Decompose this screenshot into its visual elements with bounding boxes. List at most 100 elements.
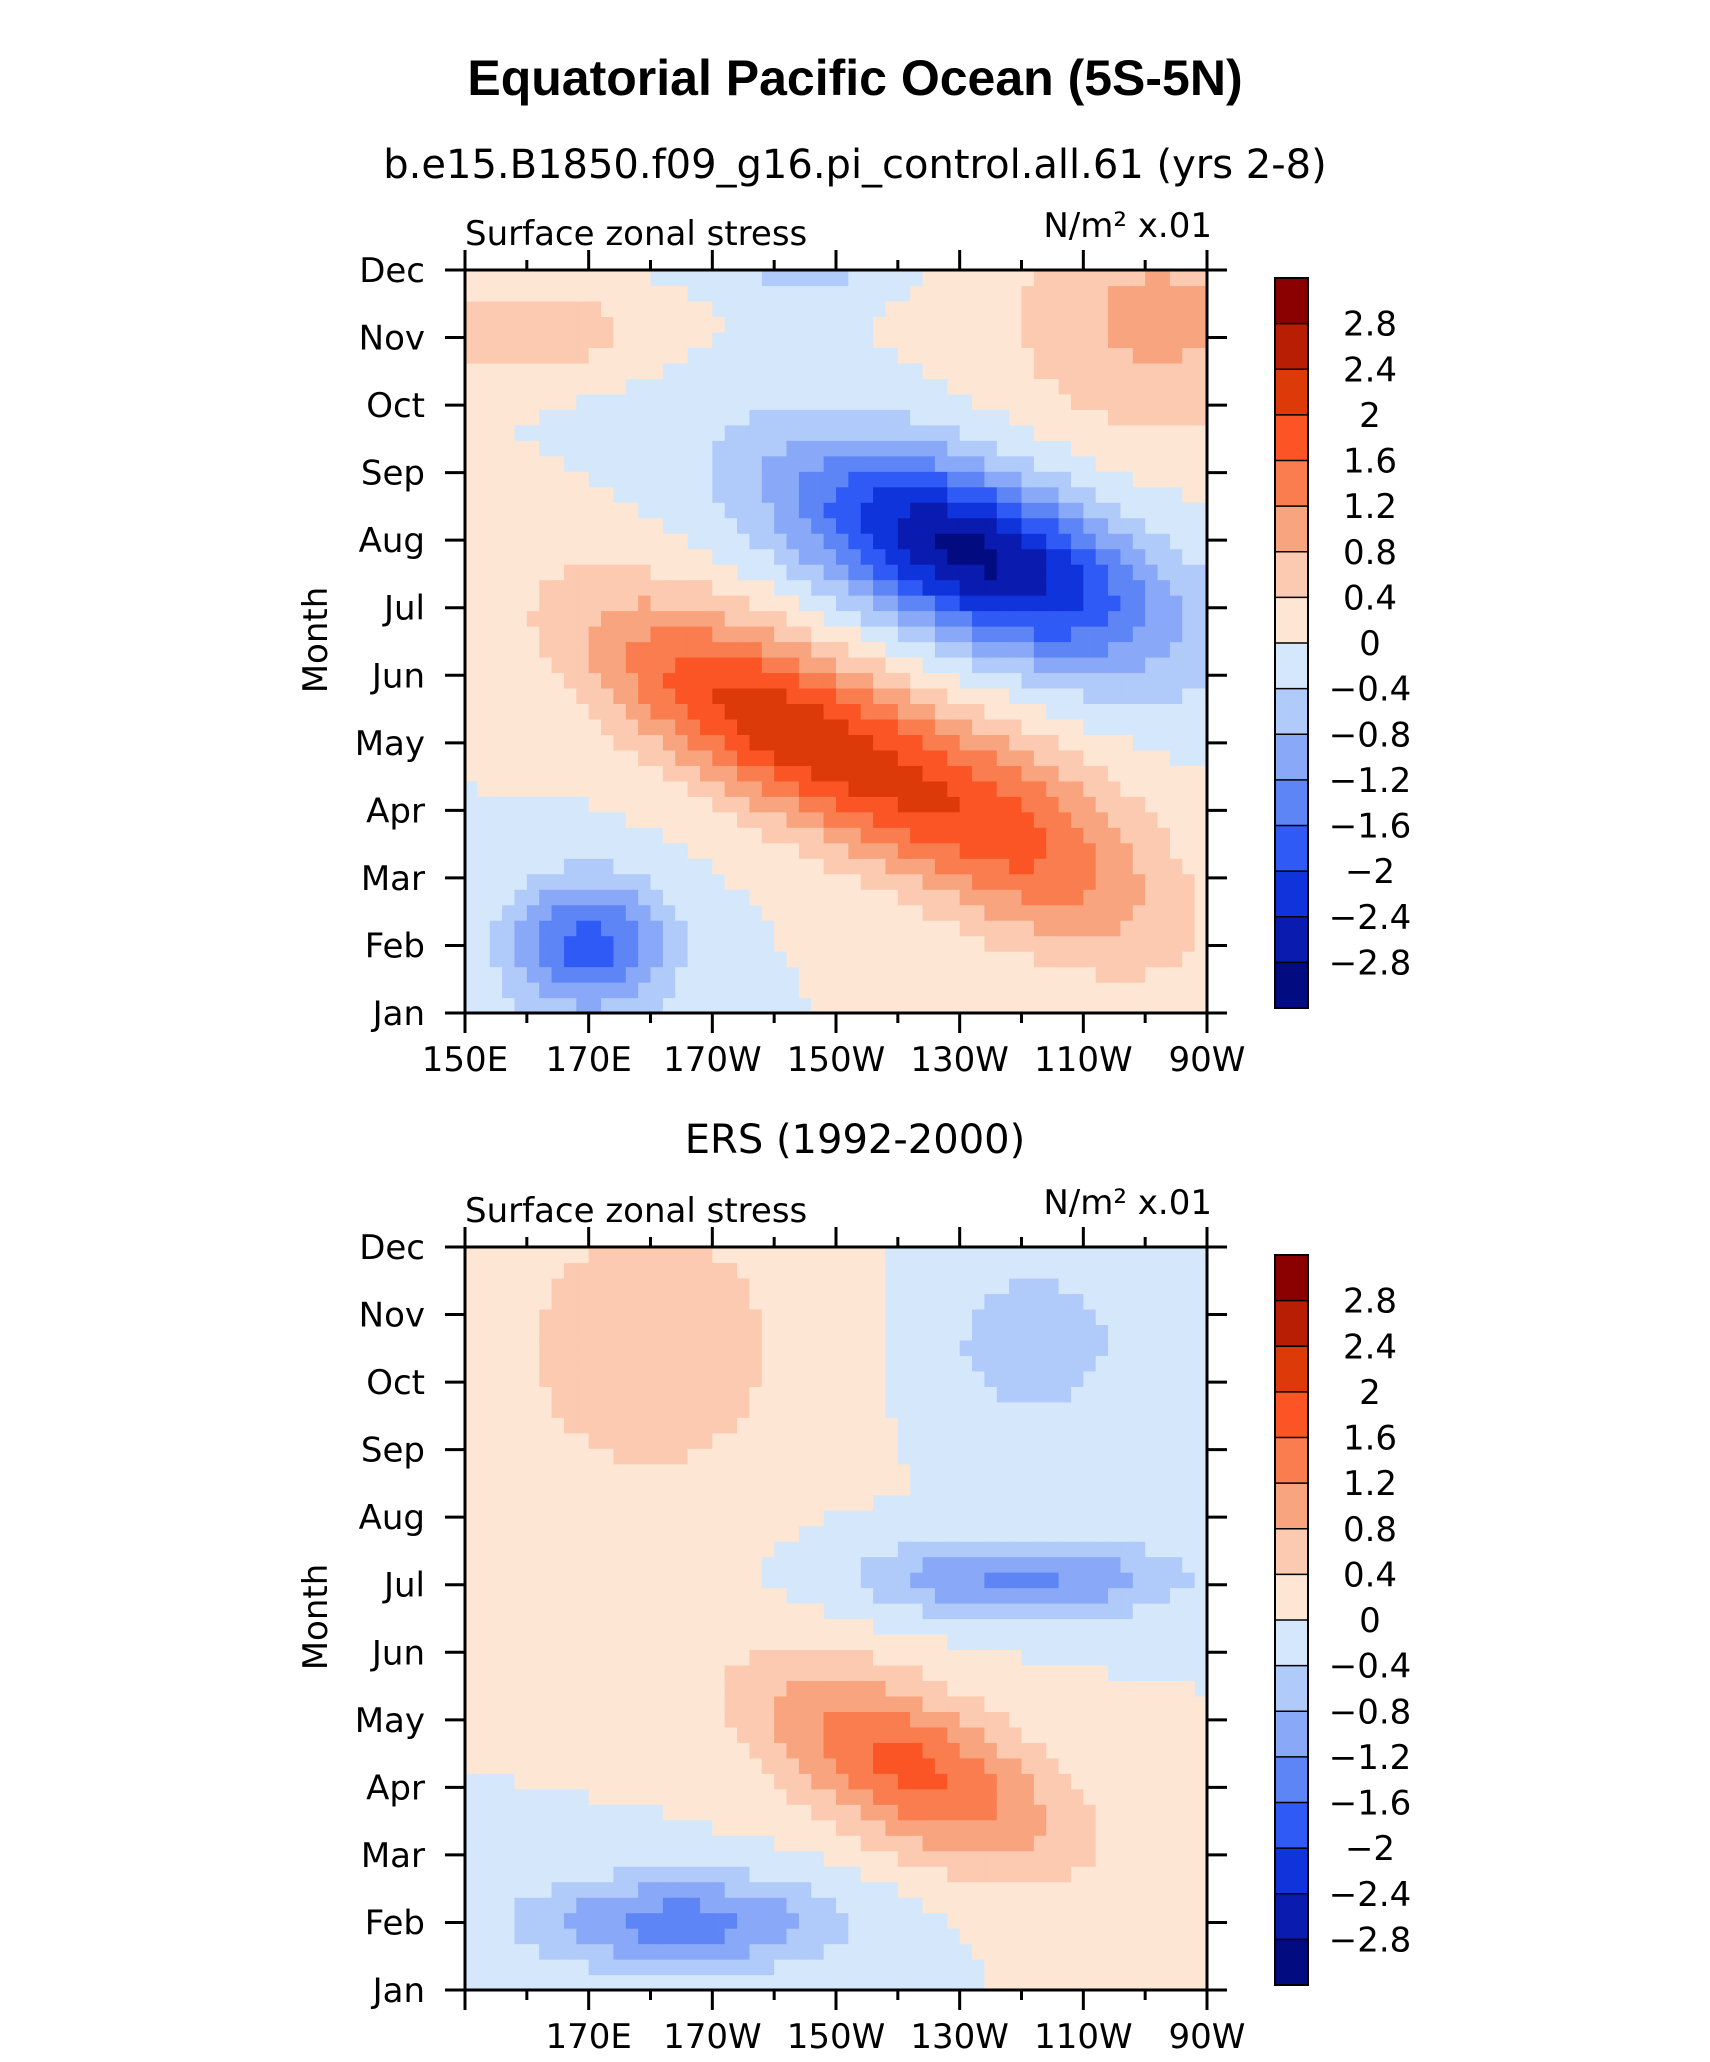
heatmap-cell	[1194, 842, 1208, 859]
heatmap-cell	[848, 548, 862, 565]
heatmap-cell	[786, 1525, 800, 1542]
y-tick-label: Nov	[359, 319, 425, 359]
heatmap-cell	[638, 502, 652, 519]
heatmap-cell	[798, 718, 812, 735]
heatmap-cell	[922, 966, 936, 983]
heatmap-cell	[526, 1726, 540, 1743]
heatmap-cell	[625, 1804, 639, 1821]
heatmap-cell	[798, 1432, 812, 1449]
heatmap-cell	[1194, 687, 1208, 705]
heatmap-cell	[1194, 858, 1208, 875]
heatmap-cell	[761, 1773, 775, 1790]
heatmap-cell	[1046, 270, 1060, 287]
heatmap-cell	[551, 749, 565, 766]
heatmap-cell	[774, 1912, 788, 1929]
heatmap-cell	[811, 1339, 825, 1356]
heatmap-cell	[650, 889, 664, 906]
heatmap-cell	[1157, 780, 1171, 797]
heatmap-cell	[910, 1339, 924, 1356]
heatmap-cell	[811, 920, 825, 937]
heatmap-cell	[737, 780, 751, 797]
heatmap-cell	[712, 1881, 726, 1898]
heatmap-cell	[959, 1494, 973, 1511]
heatmap-cell	[885, 471, 899, 488]
heatmap-cell	[551, 858, 565, 875]
heatmap-cell	[761, 672, 775, 689]
heatmap-cell	[613, 1556, 627, 1573]
heatmap-cell	[514, 749, 528, 766]
heatmap-cell	[934, 1572, 948, 1589]
heatmap-cell	[1157, 564, 1171, 581]
heatmap-cell	[922, 1757, 936, 1774]
heatmap-cell	[972, 842, 985, 859]
heatmap-cell	[675, 1401, 689, 1418]
heatmap-cell	[539, 595, 553, 612]
heatmap-cell	[947, 1370, 961, 1387]
heatmap-cell	[638, 997, 652, 1014]
heatmap-cell	[749, 842, 763, 859]
heatmap-cell	[873, 1401, 887, 1418]
heatmap-cell	[576, 1262, 590, 1279]
heatmap-cell	[551, 1510, 565, 1527]
heatmap-cell	[996, 471, 1010, 488]
heatmap-cell	[551, 424, 565, 441]
heatmap-cell	[563, 904, 577, 921]
heatmap-cell	[1021, 579, 1035, 596]
heatmap-cell	[650, 1247, 664, 1264]
heatmap-cell	[823, 347, 837, 364]
heatmap-cell	[1194, 827, 1208, 844]
heatmap-cell	[526, 1479, 540, 1496]
heatmap-cell	[625, 1463, 639, 1480]
heatmap-cell	[1169, 935, 1183, 952]
heatmap-cell	[539, 1463, 553, 1480]
heatmap-cell	[1108, 920, 1122, 937]
heatmap-cell	[539, 1308, 553, 1325]
y-tick-label: Dec	[359, 251, 425, 291]
heatmap-cell	[687, 1324, 701, 1341]
heatmap-cell	[613, 982, 627, 999]
heatmap-cell	[1070, 409, 1084, 426]
heatmap-cell	[563, 749, 577, 766]
heatmap-cell	[749, 1866, 763, 1883]
heatmap-cell	[984, 765, 998, 782]
heatmap-cell	[823, 1711, 837, 1728]
heatmap-cell	[922, 471, 936, 488]
heatmap-cell	[1058, 951, 1072, 968]
heatmap-cell	[786, 455, 800, 472]
heatmap-cell	[798, 1293, 812, 1310]
heatmap-cell	[588, 1726, 602, 1743]
heatmap-cell	[836, 935, 849, 952]
heatmap-cell	[526, 1386, 540, 1403]
heatmap-cell	[724, 1757, 738, 1774]
heatmap-cell	[749, 1510, 763, 1527]
heatmap-cell	[848, 1448, 862, 1465]
heatmap-cell	[947, 1308, 961, 1325]
heatmap-cell	[588, 827, 602, 844]
heatmap-cell	[910, 564, 924, 581]
heatmap-cell	[724, 455, 738, 472]
heatmap-cell	[489, 285, 503, 302]
heatmap-cell	[984, 610, 998, 627]
heatmap-cell	[489, 656, 503, 674]
heatmap-cell	[749, 595, 763, 612]
heatmap-cell	[897, 920, 911, 937]
heatmap-cell	[897, 1247, 911, 1264]
heatmap-cell	[514, 842, 528, 859]
heatmap-cell	[650, 873, 664, 890]
heatmap-cell	[1120, 780, 1134, 797]
heatmap-cell	[551, 827, 565, 844]
heatmap-cell	[1058, 827, 1072, 844]
heatmap-cell	[588, 1587, 602, 1604]
heatmap-cell	[687, 935, 701, 952]
heatmap-cell	[1157, 703, 1171, 720]
heatmap-cell	[551, 1649, 565, 1666]
heatmap-cell	[687, 1401, 701, 1418]
heatmap-cell	[551, 285, 565, 302]
heatmap-cell	[613, 1262, 627, 1279]
heatmap-cell	[786, 1943, 800, 1960]
heatmap-cell	[477, 1432, 491, 1449]
heatmap-cell	[588, 440, 602, 457]
heatmap-cell	[922, 982, 936, 999]
heatmap-cell	[712, 641, 726, 658]
heatmap-cell	[811, 672, 825, 689]
